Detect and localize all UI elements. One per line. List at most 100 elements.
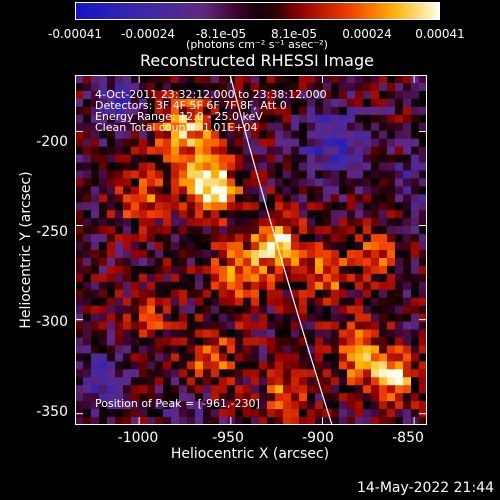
heatmap-cell	[275, 210, 284, 219]
heatmap-cell	[323, 361, 332, 370]
heatmap-cell	[211, 154, 220, 164]
heatmap-cell	[243, 122, 252, 132]
heatmap-cell	[243, 289, 252, 299]
heatmap-cell	[147, 385, 156, 394]
heatmap-cell	[379, 234, 388, 243]
heatmap-cell	[291, 130, 300, 140]
heatmap-cell	[75, 106, 84, 116]
heatmap-cell	[291, 313, 300, 323]
heatmap-cell	[219, 130, 228, 140]
heatmap-cell	[243, 257, 252, 267]
heatmap-cell	[387, 409, 396, 418]
heatmap-cell	[379, 313, 388, 323]
heatmap-cell	[275, 265, 284, 275]
heatmap-cell	[307, 329, 316, 339]
heatmap-cell	[395, 385, 404, 394]
heatmap-cell	[331, 353, 340, 362]
heatmap-cell	[107, 297, 116, 307]
heatmap-cell	[91, 178, 100, 187]
x-tick-label: -900	[302, 430, 334, 446]
heatmap-cell	[251, 345, 260, 354]
heatmap-cell	[179, 162, 188, 172]
heatmap-cell	[187, 234, 196, 243]
heatmap-cell	[251, 337, 260, 347]
heatmap-cell	[171, 265, 180, 275]
heatmap-cell	[195, 321, 204, 331]
heatmap-cell	[403, 281, 412, 291]
heatmap-cell	[91, 114, 100, 124]
heatmap-cell	[323, 122, 332, 132]
heatmap-cell	[163, 329, 172, 339]
heatmap-cell	[411, 361, 420, 370]
heatmap-cell	[259, 361, 268, 370]
heatmap-cell	[211, 329, 220, 339]
heatmap-cell	[371, 337, 380, 347]
heatmap-cell	[243, 114, 252, 124]
heatmap-cell	[235, 377, 244, 386]
heatmap-cell	[259, 98, 268, 108]
heatmap-cell	[139, 194, 148, 203]
heatmap-cell	[395, 114, 404, 124]
heatmap-cell	[227, 90, 236, 100]
heatmap-cell	[347, 194, 356, 203]
heatmap-cell	[315, 345, 324, 354]
heatmap-cell	[195, 281, 204, 291]
heatmap-cell	[411, 273, 420, 283]
heatmap-cell	[195, 114, 204, 124]
heatmap-cell	[115, 82, 124, 92]
heatmap-cell	[227, 385, 236, 394]
heatmap-cell	[91, 242, 100, 251]
heatmap-cell	[299, 353, 308, 362]
heatmap-cell	[235, 75, 244, 84]
heatmap-cell	[395, 273, 404, 283]
heatmap-cell	[379, 242, 388, 251]
heatmap-cell	[291, 122, 300, 132]
heatmap-cell	[163, 393, 172, 402]
heatmap-cell	[155, 218, 164, 227]
heatmap-cell	[235, 265, 244, 275]
heatmap-cell	[99, 75, 108, 84]
heatmap-cell	[203, 297, 212, 307]
heatmap-cell	[275, 130, 284, 140]
heatmap-cell	[123, 289, 132, 299]
heatmap-cell	[355, 90, 364, 100]
heatmap-cell	[99, 234, 108, 243]
heatmap-cell	[163, 130, 172, 140]
heatmap-cell	[227, 369, 236, 378]
heatmap-cell	[315, 297, 324, 307]
heatmap-cell	[347, 289, 356, 299]
heatmap-cell	[339, 178, 348, 187]
heatmap-cell	[211, 377, 220, 386]
heatmap-cell	[355, 210, 364, 219]
heatmap-cell	[387, 154, 396, 164]
heatmap-cell	[355, 329, 364, 339]
heatmap-cell	[131, 281, 140, 291]
heatmap-cell	[75, 321, 84, 331]
heatmap-cell	[123, 345, 132, 354]
heatmap-cell	[115, 162, 124, 172]
heatmap-cell	[91, 202, 100, 211]
heatmap-cell	[171, 202, 180, 211]
heatmap-cell	[179, 353, 188, 362]
x-tick-label: -850	[392, 430, 424, 446]
heatmap-cell	[291, 321, 300, 331]
heatmap-cell	[227, 273, 236, 283]
heatmap-cell	[267, 289, 276, 299]
heatmap-cell	[259, 250, 268, 259]
heatmap-cell	[291, 90, 300, 100]
heatmap-cell	[243, 242, 252, 251]
heatmap-cell	[107, 186, 116, 195]
y-tick-label: -200	[36, 134, 68, 150]
heatmap-cell	[347, 146, 356, 156]
heatmap-cell	[291, 98, 300, 108]
heatmap-cell	[323, 114, 332, 124]
heatmap-cell	[315, 138, 324, 148]
heatmap-cell	[75, 138, 84, 148]
heatmap-cell	[331, 178, 340, 187]
heatmap-cell	[259, 409, 268, 418]
y-tick-label: -350	[36, 404, 68, 420]
heatmap-cell	[91, 361, 100, 370]
heatmap-cell	[379, 226, 388, 235]
heatmap-cell	[235, 305, 244, 315]
heatmap-cell	[75, 401, 84, 410]
